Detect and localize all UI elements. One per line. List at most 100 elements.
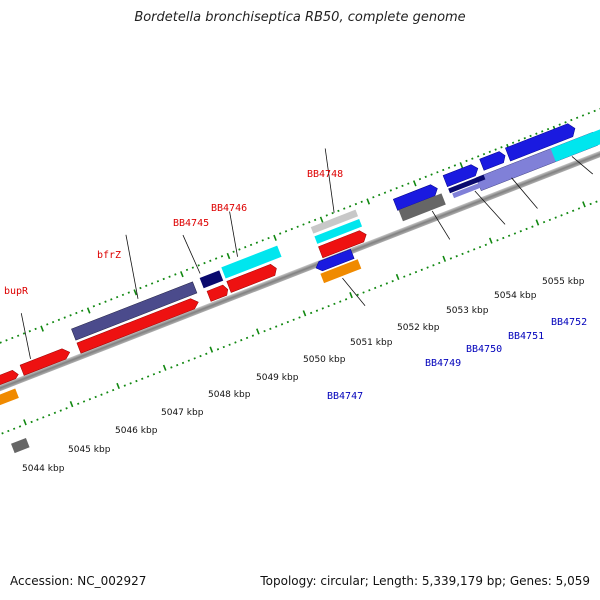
minor-tick — [284, 230, 288, 233]
minor-tick — [595, 200, 598, 203]
minor-tick — [337, 209, 340, 213]
minor-tick — [69, 314, 72, 317]
minor-tick — [280, 323, 284, 326]
gene-arrow[interactable] — [318, 229, 368, 259]
major-tick — [162, 364, 167, 371]
scale-tick-label: 5055 kbp — [542, 277, 585, 287]
minor-tick — [308, 221, 311, 224]
minor-tick — [494, 148, 497, 151]
minor-tick — [205, 352, 208, 355]
minor-tick — [511, 141, 515, 144]
minor-tick — [251, 334, 255, 337]
minor-tick — [34, 327, 37, 331]
minor-tick — [461, 252, 464, 256]
gene-BB4750[interactable] — [452, 180, 488, 199]
minor-tick — [321, 307, 324, 310]
minor-tick — [426, 266, 429, 269]
major-tick — [116, 382, 120, 390]
minor-tick — [209, 259, 212, 262]
gene-arrow[interactable] — [76, 296, 200, 354]
gene-arrow[interactable] — [310, 209, 359, 234]
gene-BB4747[interactable] — [320, 259, 362, 284]
minor-tick — [92, 305, 96, 308]
gene-label-BB4745[interactable]: BB4745 — [173, 218, 209, 229]
gene-label-bupR[interactable]: bupR — [4, 286, 29, 297]
gene-arrow[interactable] — [448, 174, 486, 194]
minor-tick — [453, 164, 457, 167]
minor-tick — [121, 293, 125, 297]
minor-tick — [261, 239, 264, 242]
minor-tick — [152, 373, 156, 376]
minor-tick — [478, 245, 482, 249]
gene-arrow[interactable] — [206, 284, 230, 302]
gene-arrow[interactable] — [314, 248, 355, 272]
gene-BB4746[interactable] — [221, 245, 282, 279]
minor-tick — [356, 293, 359, 296]
minor-tick — [28, 330, 31, 333]
major-tick — [395, 273, 400, 281]
gene-arrow[interactable] — [505, 122, 577, 162]
gene-arrow[interactable] — [226, 263, 279, 293]
gene-arrow[interactable] — [479, 150, 508, 171]
gene-arrow[interactable] — [442, 163, 480, 188]
gene-arrow[interactable] — [11, 437, 30, 454]
minor-tick — [115, 295, 119, 299]
minor-tick — [391, 280, 394, 283]
gene-BB4749[interactable] — [398, 193, 446, 222]
minor-tick — [576, 116, 579, 119]
minor-tick — [191, 266, 195, 269]
minor-tick — [146, 375, 150, 378]
minor-tick — [244, 246, 247, 249]
scale-tick-label: 5054 kbp — [494, 291, 537, 301]
minor-tick — [176, 364, 179, 367]
major-tick — [302, 310, 307, 317]
minor-tick — [513, 232, 517, 235]
minor-tick — [170, 366, 173, 369]
minor-tick — [517, 139, 521, 142]
minor-tick — [82, 400, 86, 403]
gene-label-BB4747[interactable]: BB4747 — [327, 391, 363, 402]
gene-label-BB4746[interactable]: BB4746 — [211, 203, 247, 214]
gene-bfrZ[interactable] — [71, 281, 198, 341]
minor-tick — [77, 402, 80, 405]
minor-tick — [135, 379, 138, 383]
minor-tick — [292, 318, 295, 321]
minor-tick — [240, 339, 243, 342]
minor-tick — [327, 304, 330, 308]
minor-tick — [141, 377, 144, 380]
minor-tick — [234, 341, 237, 344]
minor-tick — [123, 384, 126, 387]
gene-BB4748[interactable] — [314, 218, 363, 244]
major-tick — [273, 234, 277, 241]
gene-arrow[interactable] — [19, 347, 72, 376]
gene-label-BB4748[interactable]: BB4748 — [307, 169, 343, 180]
minor-tick — [174, 273, 177, 276]
minor-tick — [11, 336, 14, 340]
gene-label-BB4750[interactable]: BB4750 — [466, 344, 502, 355]
minor-tick — [343, 207, 346, 210]
gene-label-BB4749[interactable]: BB4749 — [425, 358, 461, 369]
major-tick — [412, 180, 417, 187]
gene-arrow[interactable] — [392, 183, 439, 211]
scale-tick-label: 5053 kbp — [446, 306, 489, 316]
major-tick — [133, 289, 138, 296]
minor-tick — [339, 300, 342, 303]
minor-tick — [546, 127, 550, 131]
minor-tick — [548, 218, 552, 222]
gene-label-BB4752[interactable]: BB4752 — [551, 317, 587, 328]
gene-label-BB4751[interactable]: BB4751 — [508, 331, 544, 342]
minor-tick — [564, 121, 567, 124]
gene-arrow[interactable] — [0, 369, 19, 390]
minor-tick — [110, 298, 113, 301]
gene-arrow[interactable] — [550, 119, 600, 162]
scale-tick-label: 5048 kbp — [208, 390, 251, 400]
minor-tick — [158, 370, 161, 374]
gene-BB4745[interactable] — [199, 270, 224, 289]
gene-arrow[interactable] — [0, 388, 19, 406]
minor-tick — [286, 320, 290, 324]
minor-tick — [42, 416, 45, 419]
major-tick — [226, 252, 231, 260]
gene-label-bfrZ[interactable]: bfrZ — [97, 250, 121, 261]
minor-tick — [16, 334, 20, 337]
minor-tick — [269, 327, 272, 331]
